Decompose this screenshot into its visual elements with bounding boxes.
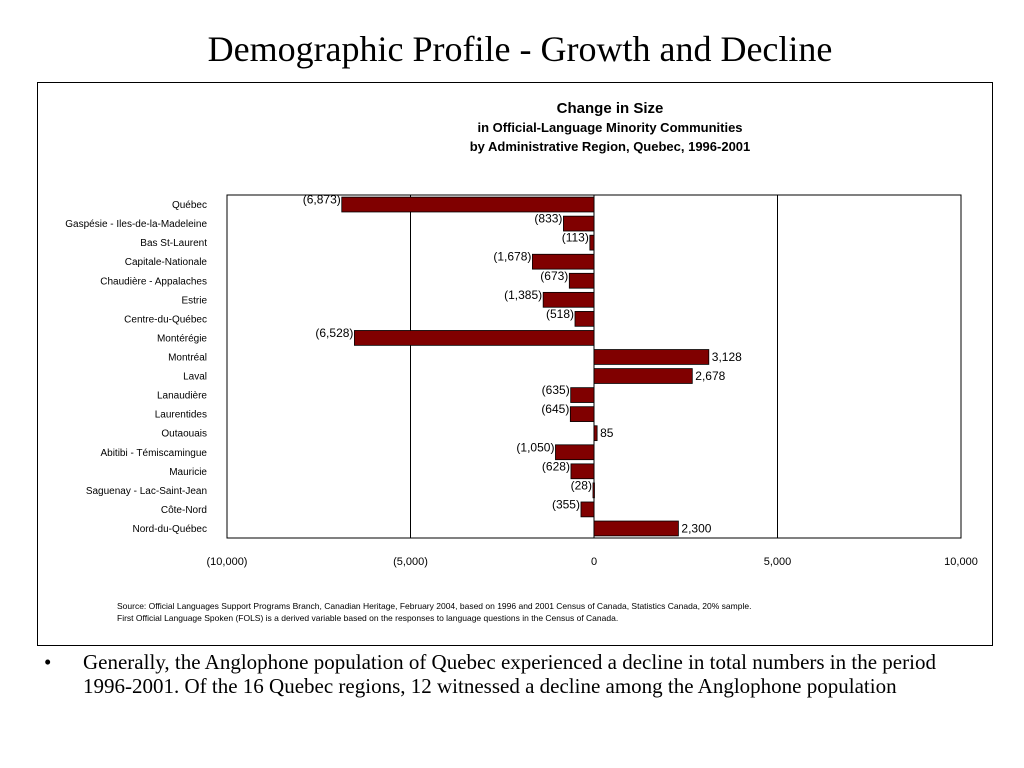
category-label: Bas St-Laurent xyxy=(140,238,207,249)
category-label: Abitibi - Témiscamingue xyxy=(100,448,207,459)
bar xyxy=(532,253,595,270)
category-label: Chaudière - Appalaches xyxy=(100,276,207,287)
bar xyxy=(341,196,595,213)
data-label: (635) xyxy=(542,383,570,397)
category-label: Nord-du-Québec xyxy=(133,524,207,535)
bar xyxy=(570,387,595,403)
data-label: (1,385) xyxy=(504,288,542,302)
data-label: (628) xyxy=(542,459,570,473)
data-label: (518) xyxy=(546,307,574,321)
bar xyxy=(580,501,595,518)
category-label: Estrie xyxy=(181,295,207,306)
category-label: Laval xyxy=(183,372,207,383)
data-label: (113) xyxy=(562,231,589,245)
data-label: 2,300 xyxy=(681,521,711,535)
category-label: Capitale-Nationale xyxy=(125,257,208,268)
x-tick-label: 0 xyxy=(591,556,597,568)
x-tick-label: (5,000) xyxy=(393,556,428,568)
bar xyxy=(568,272,595,289)
category-label: Centre-du-Québec xyxy=(124,314,207,325)
bar xyxy=(574,311,595,327)
category-label: Outaouais xyxy=(161,429,207,440)
chart-title: Change in Size xyxy=(557,100,664,117)
bar xyxy=(593,349,710,365)
data-label: 2,678 xyxy=(695,369,725,383)
category-label: Mauricie xyxy=(169,467,207,478)
bar-chart: Change in Size in Official-Language Mino… xyxy=(65,100,978,623)
data-label: (6,528) xyxy=(315,326,353,340)
chart-frame: Change in Size in Official-Language Mino… xyxy=(37,82,993,646)
data-label: (1,678) xyxy=(493,250,531,264)
plot-area: (10,000) (5,000) 0 5,000 10,000 Québec (6,873)… xyxy=(65,193,978,568)
bar xyxy=(542,291,595,308)
data-label: (1,050) xyxy=(516,440,554,454)
category-label: Gaspésie - Iles-de-la-Madeleine xyxy=(65,219,207,230)
chart-subtitle-line-2: by Administrative Region, Quebec, 1996-2… xyxy=(470,139,751,154)
category-label: Saguenay - Lac-Saint-Jean xyxy=(86,486,207,497)
data-label: (645) xyxy=(541,402,569,416)
x-tick-label: 10,000 xyxy=(944,556,978,568)
bar xyxy=(354,330,595,346)
bar xyxy=(592,482,595,499)
slide-title: Demographic Profile - Growth and Decline xyxy=(207,29,833,69)
bar xyxy=(589,234,595,251)
data-label: (355) xyxy=(552,497,580,511)
bar xyxy=(569,406,595,422)
data-label: (673) xyxy=(540,269,568,283)
data-label: (833) xyxy=(534,212,562,226)
data-label: (28) xyxy=(571,478,592,492)
bullet-marker: • xyxy=(44,650,52,674)
x-tick-label: (10,000) xyxy=(207,556,248,568)
bar xyxy=(593,368,693,384)
category-label: Côte-Nord xyxy=(161,505,207,516)
data-label: (6,873) xyxy=(303,193,341,207)
data-label: 3,128 xyxy=(712,350,742,364)
bar xyxy=(593,520,679,537)
bar xyxy=(563,215,595,232)
category-label: Québec xyxy=(172,200,207,211)
bar xyxy=(593,425,598,442)
chart-subtitle-line-1: in Official-Language Minority Communitie… xyxy=(477,120,742,135)
data-label: 85 xyxy=(600,426,614,440)
source-note-line-2: First Official Language Spoken (FOLS) is… xyxy=(117,613,618,623)
category-label: Lanaudière xyxy=(157,391,207,402)
source-note-line-1: Source: Official Languages Support Progr… xyxy=(117,601,751,611)
bar xyxy=(570,463,595,480)
category-label: Montérégie xyxy=(157,333,207,344)
bar xyxy=(555,444,595,461)
category-label: Montréal xyxy=(168,352,207,363)
category-label: Laurentides xyxy=(155,410,207,421)
bullet-text: Generally, the Anglophone population of … xyxy=(83,650,936,698)
x-tick-label: 5,000 xyxy=(764,556,792,568)
